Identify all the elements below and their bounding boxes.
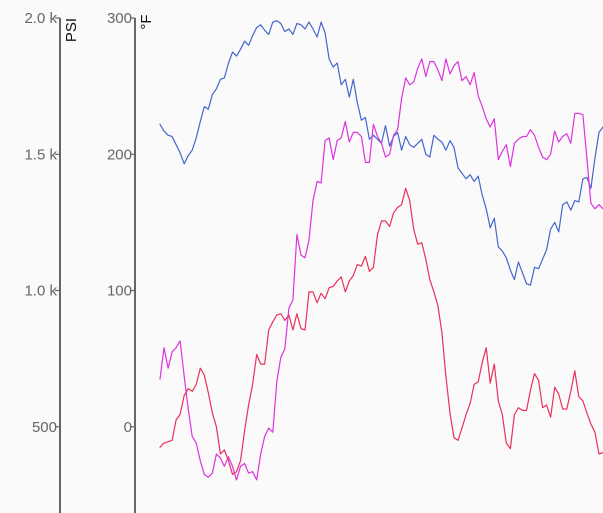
plot-area [159,20,603,481]
temp-ticks: 0 100 200 300 [107,10,135,436]
psi-tick-label: 1.0 k [24,283,57,300]
psi-tick-label: 2.0 k [24,10,57,27]
series-line-3 [159,187,603,475]
temp-tick-label: 0 [124,419,132,436]
psi-axis: PSI 500 1.0 k 1.5 k 2.0 k [24,10,80,513]
series-line-1 [159,20,603,286]
temp-axis-title: °F [138,14,155,29]
temp-tick-label: 200 [107,146,132,163]
psi-tick-label: 500 [32,419,57,436]
series-line-2 [159,58,603,481]
psi-ticks: 500 1.0 k 1.5 k 2.0 k [24,10,60,436]
temp-tick-label: 300 [107,10,132,27]
psi-tick-label: 1.5 k [24,146,57,163]
temp-axis: °F 0 100 200 300 [107,10,155,513]
psi-axis-title: PSI [63,18,80,42]
temp-tick-label: 100 [107,283,132,300]
